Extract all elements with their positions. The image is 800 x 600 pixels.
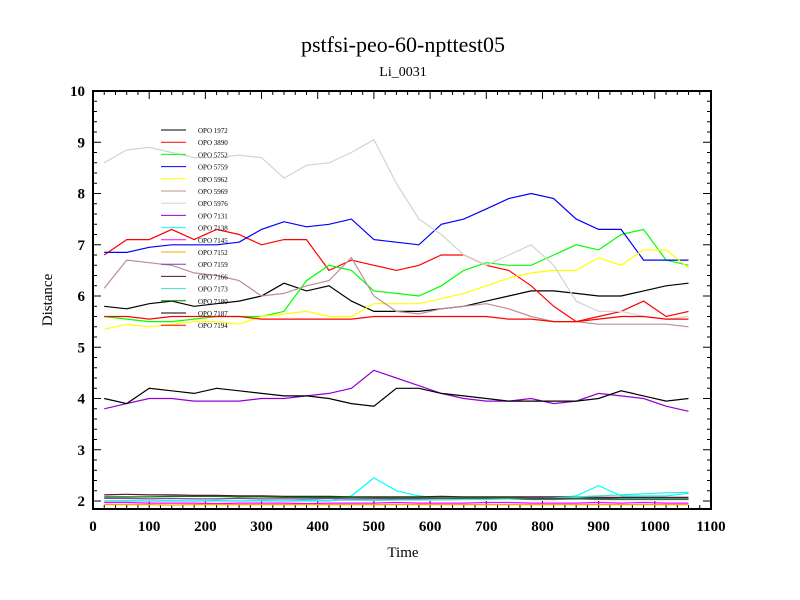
legend-label: OPO 5969 — [198, 188, 228, 196]
series-line-opo-7187 — [104, 387, 689, 407]
legend-label: OPO 5976 — [198, 200, 228, 208]
chart-subtitle: Li_0031 — [379, 65, 426, 80]
legend-label: OPO 7131 — [198, 212, 228, 220]
series-line-opo-5962 — [104, 249, 689, 330]
legend-label: OPO 3890 — [198, 139, 228, 147]
y-tick-label: 5 — [78, 340, 86, 356]
x-axis-label: Time — [387, 545, 418, 561]
series-line-opo-7152 — [104, 504, 689, 506]
legend-label: OPO 7145 — [198, 237, 228, 245]
y-tick-label: 3 — [78, 443, 86, 459]
legend-label: OPO 5759 — [198, 164, 228, 172]
x-tick-label: 500 — [363, 519, 386, 535]
plot-frame — [92, 90, 712, 510]
y-tick-label: 2 — [78, 494, 86, 510]
x-tick-label: 1100 — [696, 519, 725, 535]
legend-label: OPO 1972 — [198, 127, 228, 135]
legend-label: OPO 5752 — [198, 151, 228, 159]
series-line-opo-7159 — [104, 497, 689, 501]
series-line-opo-7173 — [104, 491, 689, 502]
series-line-opo-5752 — [104, 228, 689, 323]
x-tick-label: 200 — [194, 519, 217, 535]
series-line-opo-7145 — [104, 501, 689, 505]
series-line-opo-1972 — [104, 282, 689, 312]
y-axis-label: Distance — [40, 273, 56, 326]
series-line-opo-7166 — [104, 493, 689, 498]
legend-label: OPO 5962 — [198, 176, 228, 184]
legend-label: OPO 7187 — [198, 310, 228, 318]
y-tick-label: 10 — [70, 84, 85, 100]
series-line-opo-5976 — [103, 138, 689, 320]
legend-label: OPO 7194 — [198, 322, 228, 330]
legend-label: OPO 7159 — [198, 261, 228, 269]
x-tick-label: 600 — [419, 519, 442, 535]
x-tick-label: 300 — [250, 519, 273, 535]
legend-label: OPO 7166 — [198, 273, 228, 281]
x-tick-label: 900 — [587, 519, 610, 535]
y-tick-label: 6 — [78, 289, 86, 305]
series-line-opo-7180 — [104, 495, 689, 500]
chart-title: pstfsi-peo-60-npttest05 — [301, 32, 505, 57]
series-line-opo-7194 — [104, 315, 689, 323]
x-tick-label: 700 — [475, 519, 498, 535]
series-line-opo-7131 — [104, 369, 689, 412]
legend: OPO 1972 OPO 3890 OPO 5752 OPO 5759 OPO 5962… — [161, 127, 228, 330]
legend-label: OPO 7138 — [198, 225, 228, 233]
y-tick-label: 7 — [78, 238, 86, 254]
legend-label: OPO 7180 — [198, 298, 228, 306]
x-tick-label: 800 — [531, 519, 554, 535]
series-line-opo-5759 — [104, 192, 689, 261]
legend-label: OPO 7152 — [198, 249, 228, 257]
x-tick-label: 100 — [138, 519, 161, 535]
series-line-opo-5969 — [103, 256, 689, 328]
axis-ticks: 0 100 200 300 400 500 600 700 800 900 1000 1100 2 3 4 5… — [70, 84, 726, 535]
y-tick-label: 8 — [78, 187, 86, 203]
x-tick-label: 1000 — [640, 519, 670, 535]
x-tick-label: 400 — [306, 519, 329, 535]
legend-label: OPO 7173 — [198, 286, 228, 294]
y-tick-label: 4 — [78, 392, 86, 408]
series-lines — [103, 138, 689, 506]
y-tick-label: 9 — [78, 135, 86, 151]
series-line-opo-3890 — [103, 228, 689, 323]
x-tick-label: 0 — [89, 519, 97, 535]
